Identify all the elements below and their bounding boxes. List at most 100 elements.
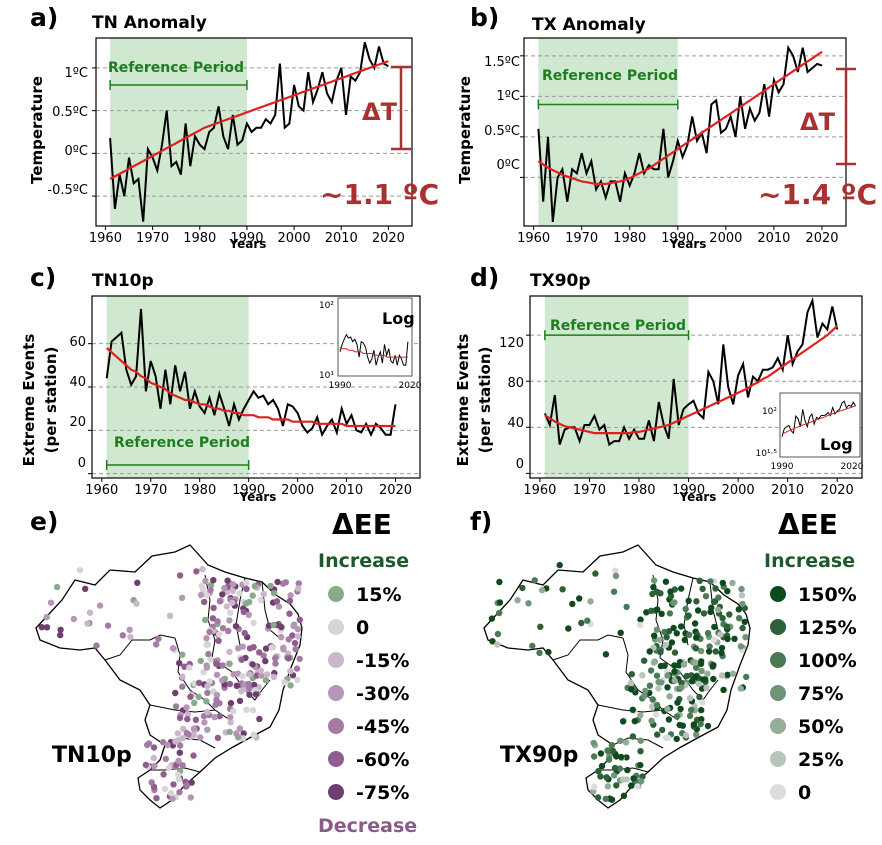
station-dot — [637, 761, 644, 769]
station-dot — [536, 649, 543, 656]
station-dot — [216, 712, 223, 720]
station-dot — [126, 626, 133, 633]
x-axis-label-c: Years — [239, 490, 277, 504]
station-dot — [624, 766, 631, 774]
station-dot — [238, 656, 245, 663]
station-dot — [643, 609, 650, 616]
station-dot — [203, 635, 210, 642]
y-axis-label-b: Temperature — [456, 76, 474, 184]
reference-period-label-b: Reference Period — [542, 68, 678, 84]
station-dot — [197, 734, 204, 741]
station-dot — [166, 612, 174, 619]
station-dot — [169, 795, 176, 802]
xtick-label: 1960 — [523, 483, 556, 498]
station-dot — [286, 610, 293, 617]
station-dot — [650, 584, 657, 591]
station-dot — [175, 757, 182, 764]
station-dot — [704, 670, 711, 677]
station-dot — [193, 568, 200, 575]
reference-band — [110, 38, 247, 226]
station-dot — [664, 672, 671, 679]
station-dot — [274, 578, 281, 586]
station-dot — [651, 632, 658, 639]
station-dot — [686, 712, 694, 719]
xtick-label: 2020 — [821, 483, 854, 498]
station-dot — [249, 661, 256, 668]
legend-label: 0 — [798, 782, 811, 804]
station-dot — [690, 721, 698, 728]
legend-label: 0 — [356, 617, 369, 639]
station-dot — [199, 565, 206, 573]
station-dot — [686, 695, 694, 702]
station-dot — [611, 772, 618, 779]
station-dot — [162, 755, 169, 763]
station-dot — [681, 636, 688, 644]
station-dot — [219, 591, 226, 598]
brazil-map-e — [35, 544, 303, 809]
station-dot — [243, 706, 250, 713]
station-dot — [233, 682, 241, 689]
station-dot — [724, 635, 731, 643]
station-dot — [262, 657, 269, 665]
reference-period-label-a: Reference Period — [108, 60, 244, 76]
station-dot — [170, 781, 177, 788]
station-dot — [176, 749, 183, 756]
station-dot — [229, 587, 236, 595]
xtick-label: 1990 — [661, 231, 694, 246]
station-dot — [723, 623, 731, 630]
inset-plot-d — [781, 400, 857, 437]
station-dot — [285, 655, 292, 662]
station-dot — [176, 659, 183, 667]
station-dot — [153, 795, 160, 802]
station-dot — [150, 744, 158, 751]
station-dot — [650, 659, 658, 666]
station-dot — [263, 671, 271, 678]
station-dot — [665, 734, 672, 742]
station-dot — [668, 639, 676, 646]
station-dot — [187, 794, 194, 801]
station-dot — [272, 655, 279, 662]
station-dot — [134, 579, 141, 586]
station-dot — [569, 600, 576, 608]
inset-log-label-c: Log — [382, 309, 415, 328]
station-dot — [185, 731, 192, 738]
xtick-label: 1970 — [565, 231, 598, 246]
y-ticks-b: 1.5ºC 1ºC 0.5ºC 0ºC — [484, 55, 520, 173]
y-axis-label-c-2: (per station) — [42, 347, 60, 454]
station-dot — [184, 715, 191, 723]
xtick-label: 1990 — [672, 483, 705, 498]
station-dot — [628, 686, 635, 693]
station-dot — [637, 712, 644, 719]
station-dot — [682, 732, 690, 739]
legend-label: 150% — [798, 584, 857, 606]
panel-b: b) TX Anomaly Temperature 1960 1970 1980 19… — [456, 3, 877, 251]
station-dot — [735, 606, 742, 613]
station-dot — [699, 585, 706, 592]
station-dot — [603, 774, 610, 781]
station-dot — [294, 633, 302, 640]
station-dot — [236, 725, 244, 732]
station-dot — [538, 587, 546, 594]
station-dot — [678, 585, 685, 592]
station-dot — [718, 649, 725, 657]
ytick-label: 0 — [516, 457, 524, 472]
station-dot — [236, 697, 244, 705]
ytick-label: 1ºC — [497, 89, 520, 104]
station-dot — [685, 597, 692, 604]
station-dot — [657, 649, 664, 656]
station-dot — [240, 730, 247, 737]
station-dot — [608, 742, 616, 749]
station-dot — [737, 643, 745, 650]
station-dot — [738, 592, 746, 599]
station-dot — [104, 622, 112, 629]
xtick-label: 2020 — [805, 231, 838, 246]
legend-swatch — [328, 685, 344, 701]
station-dot — [705, 648, 713, 655]
station-dot — [260, 590, 267, 598]
inset-log-label-d: Log — [820, 435, 853, 454]
station-dot — [642, 687, 649, 694]
station-dot — [698, 667, 705, 675]
ytick-label: 0ºC — [497, 158, 520, 173]
station-dot — [637, 616, 644, 623]
station-dot — [654, 606, 661, 613]
